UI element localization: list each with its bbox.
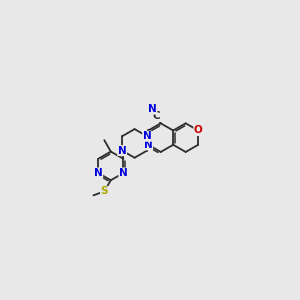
- Text: N: N: [148, 104, 157, 114]
- Text: N: N: [119, 168, 128, 178]
- Text: N: N: [118, 146, 127, 156]
- Text: N: N: [144, 140, 153, 150]
- Text: S: S: [100, 186, 108, 197]
- Text: N: N: [94, 168, 103, 178]
- Text: N: N: [143, 131, 152, 141]
- Text: O: O: [194, 125, 203, 136]
- Text: C: C: [153, 112, 160, 122]
